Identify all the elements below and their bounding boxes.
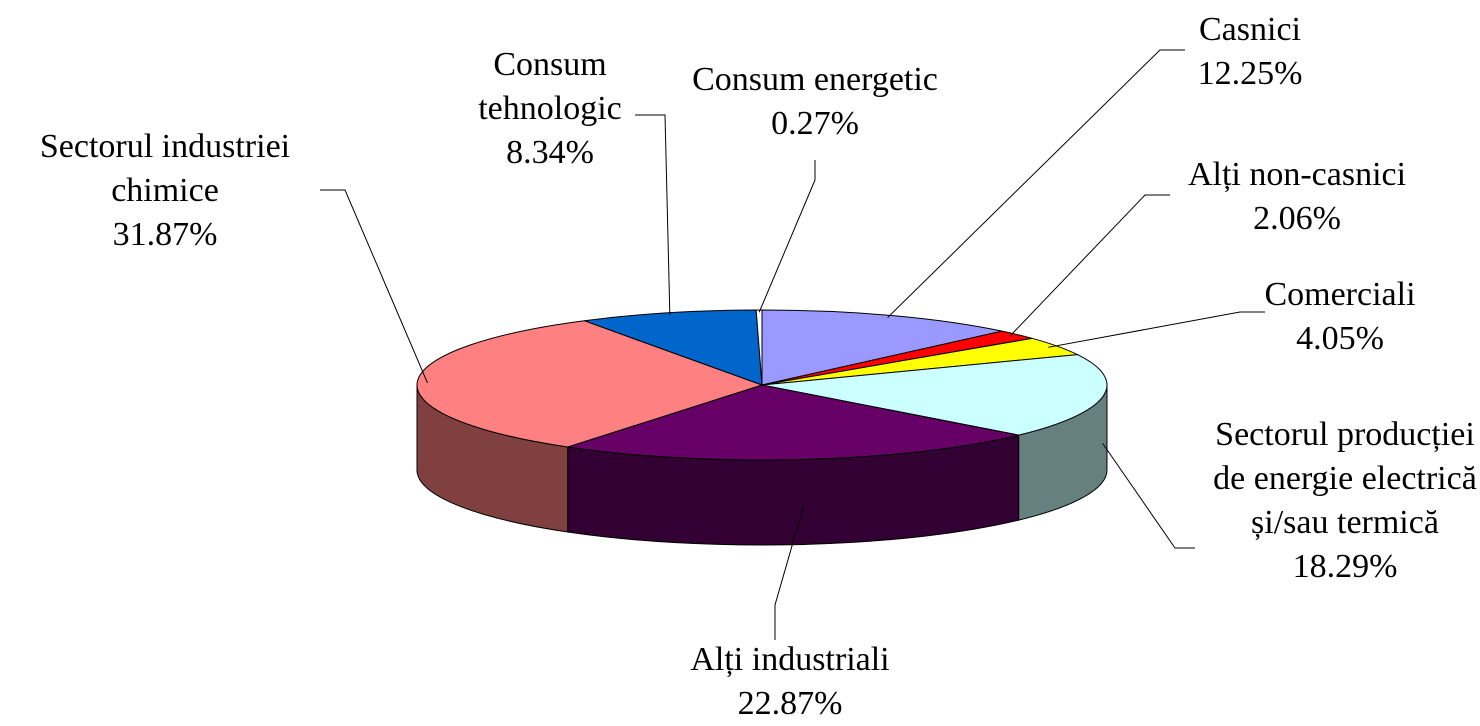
value-label: 2.06% [1147,197,1447,241]
category-label: Comerciali [1240,273,1440,317]
value-label: 22.87% [640,682,940,726]
category-label: Casnici [1150,8,1350,52]
category-label: Sectorul industriei chimice [0,125,335,213]
value-label: 0.27% [655,102,975,146]
category-label: Alți non-casnici [1147,153,1447,197]
value-label: 18.29% [1208,545,1480,589]
slice-label: Sectorul producției de energie electrică… [1208,413,1480,589]
category-label: Sectorul producției de energie electrică… [1208,413,1480,545]
category-label: Consum energetic [655,58,975,102]
value-label: 12.25% [1150,52,1350,96]
leader-line [1103,444,1195,548]
leader-line [320,190,427,383]
leader-line [759,160,815,312]
category-label: Alți industriali [640,638,940,682]
value-label: 8.34% [460,131,640,175]
leader-line [1010,195,1170,336]
value-label: 31.87% [0,213,335,257]
value-label: 4.05% [1240,317,1440,361]
leader-line [1048,312,1265,347]
category-label: Consum tehnologic [460,43,640,131]
